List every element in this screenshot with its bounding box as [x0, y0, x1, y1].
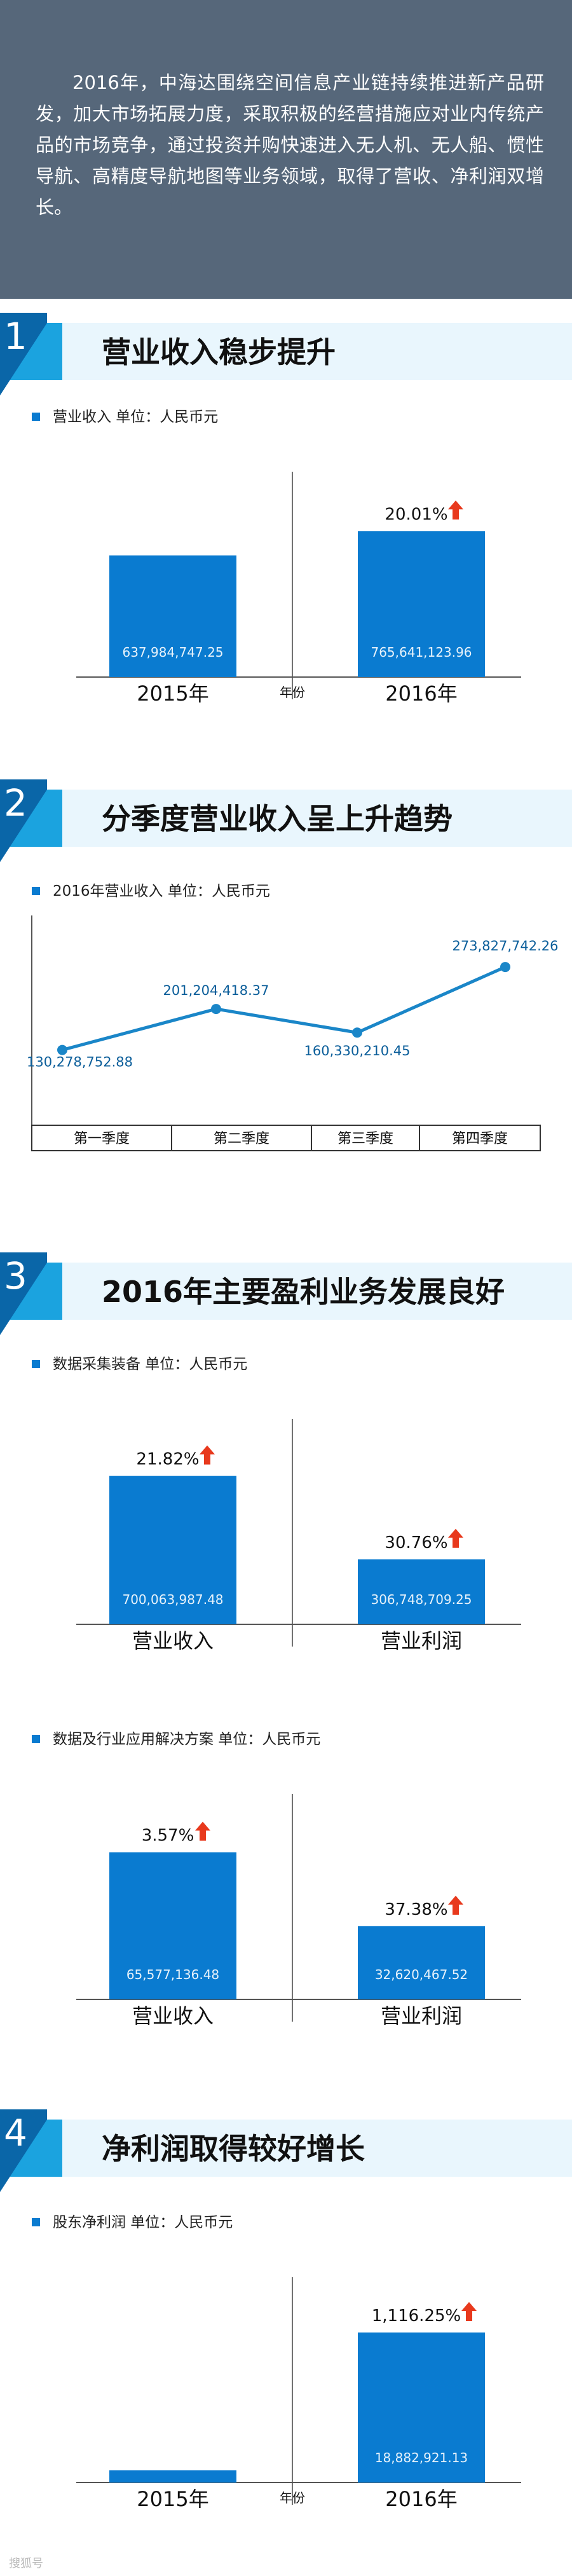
bar	[109, 2470, 236, 2483]
quarterly-line-chart: 第一季度 第二季度 第三季度 第四季度 130,278,752.88 201,204,41…	[27, 915, 559, 1151]
category-label: 营业收入	[132, 1629, 214, 1653]
data-point	[57, 1045, 67, 1055]
legend-square-icon	[32, 1735, 40, 1743]
bar	[358, 1559, 485, 1624]
data-label: 201,204,418.37	[163, 983, 269, 998]
section-title-box	[62, 323, 572, 380]
bar-value-label: 65,577,136.48	[126, 1967, 219, 1982]
data-point	[211, 1004, 221, 1015]
section-4-header: 4 净利润取得较好增长	[0, 2109, 572, 2198]
legend-square-icon	[32, 1360, 40, 1368]
bar-value-label: 18,882,921.13	[375, 2450, 468, 2465]
growth-label: 37.38%	[385, 1900, 447, 1919]
revenue-bar-chart: 637,984,747.25 2015年 765,641,123.96 2016年 20…	[76, 472, 521, 706]
legend-label: 数据采集装备 单位：人民币元	[53, 1356, 248, 1373]
section-title-box	[62, 1263, 572, 1320]
up-arrow-icon	[448, 500, 463, 520]
intro-text: 2016年，中海达围绕空间信息产业链持续推进新产品研发，加大市场拓展力度，采取积…	[36, 72, 544, 218]
intro-panel: 2016年，中海达围绕空间信息产业链持续推进新产品研发，加大市场拓展力度，采取积…	[0, 0, 572, 299]
category-label: 2015年	[137, 2487, 208, 2511]
up-arrow-icon	[200, 1445, 215, 1465]
legend-square-icon	[32, 887, 40, 895]
up-arrow-icon	[195, 1821, 210, 1841]
growth-label: 20.01%	[385, 505, 447, 524]
legend: 营业收入 单位：人民币元	[32, 407, 218, 427]
category-label: 营业利润	[381, 1629, 462, 1653]
category-label: 第一季度	[74, 1131, 130, 1147]
category-label: 第二季度	[214, 1131, 269, 1147]
legend: 数据采集装备 单位：人民币元	[32, 1354, 247, 1374]
section-title: 营业收入稳步提升	[102, 335, 336, 369]
legend-square-icon	[32, 2218, 40, 2226]
up-arrow-icon	[448, 1895, 463, 1915]
category-label: 2016年	[385, 682, 457, 706]
section-title-box	[62, 790, 572, 847]
category-label: 营业利润	[381, 2004, 462, 2028]
section-number: 2	[4, 781, 27, 825]
category-label: 第四季度	[452, 1131, 508, 1147]
section-title-box	[62, 2120, 572, 2177]
legend: 2016年营业收入 单位：人民币元	[32, 881, 270, 901]
legend-label: 数据及行业应用解决方案 单位：人民币元	[53, 1731, 321, 1748]
growth-label: 30.76%	[385, 1533, 447, 1552]
data-point	[352, 1027, 362, 1038]
section-number: 3	[4, 1254, 27, 1298]
legend-label: 股东净利润 单位：人民币元	[53, 2214, 233, 2231]
data-label: 130,278,752.88	[27, 1055, 133, 1070]
category-label: 2015年	[137, 682, 208, 706]
growth-label: 1,116.25%	[372, 2306, 461, 2326]
bar	[109, 555, 236, 677]
series-line	[62, 965, 507, 1052]
x-axis-label: 年份	[280, 685, 305, 700]
equipment-bar-chart: 700,063,987.48 营业收入 21.82% 306,748,709.25 营业…	[76, 1419, 521, 1653]
solutions-bar-chart: 65,577,136.48 营业收入 3.57% 32,620,467.52 营业利润 3…	[76, 1794, 521, 2028]
legend-label: 2016年营业收入 单位：人民币元	[53, 883, 270, 900]
category-label: 2016年	[385, 2487, 457, 2511]
section-2-header: 2 分季度营业收入呈上升趋势	[0, 779, 572, 868]
section-title: 2016年主要盈利业务发展良好	[102, 1275, 505, 1309]
bar-value-label: 306,748,709.25	[371, 1592, 472, 1607]
legend-label: 营业收入 单位：人民币元	[53, 409, 219, 425]
legend: 数据及行业应用解决方案 单位：人民币元	[32, 1729, 320, 1750]
net-profit-bar-chart: 1,552,554.97 2015年 18,882,921.13 2016年 1,116…	[76, 2277, 521, 2511]
section-title: 分季度营业收入呈上升趋势	[102, 802, 453, 836]
category-box-frame	[31, 1125, 541, 1151]
growth-label: 21.82%	[136, 1450, 199, 1469]
data-label: 273,827,742.26	[453, 938, 559, 954]
data-point	[500, 962, 510, 973]
bar	[358, 1926, 485, 1999]
bar-value-label: 1,552,554.97	[130, 2450, 215, 2465]
bar-value-label: 32,620,467.52	[375, 1967, 468, 1982]
up-arrow-icon	[448, 1528, 463, 1548]
bar-value-label: 637,984,747.25	[122, 645, 223, 660]
growth-label: 3.57%	[142, 1826, 194, 1846]
watermark: 搜狐号	[9, 2557, 43, 2570]
section-number: 1	[4, 315, 27, 358]
x-axis-label: 年份	[280, 2490, 305, 2505]
bar	[109, 1476, 236, 1624]
section-1-header: 1 营业收入稳步提升	[0, 313, 572, 402]
category-label: 第三季度	[337, 1131, 393, 1147]
bar-value-label: 765,641,123.96	[371, 645, 472, 660]
section-number: 4	[4, 2111, 27, 2155]
bar	[109, 1852, 236, 1999]
bar-value-label: 700,063,987.48	[122, 1592, 223, 1607]
legend-square-icon	[32, 413, 40, 421]
data-label: 160,330,210.45	[304, 1043, 411, 1058]
bar	[358, 531, 485, 677]
category-label: 营业收入	[132, 2004, 214, 2028]
legend: 股东净利润 单位：人民币元	[32, 2212, 233, 2233]
bar	[358, 2332, 485, 2483]
section-title: 净利润取得较好增长	[102, 2132, 365, 2166]
up-arrow-icon	[461, 2301, 477, 2321]
section-3-header: 3 2016年主要盈利业务发展良好	[0, 1252, 572, 1341]
